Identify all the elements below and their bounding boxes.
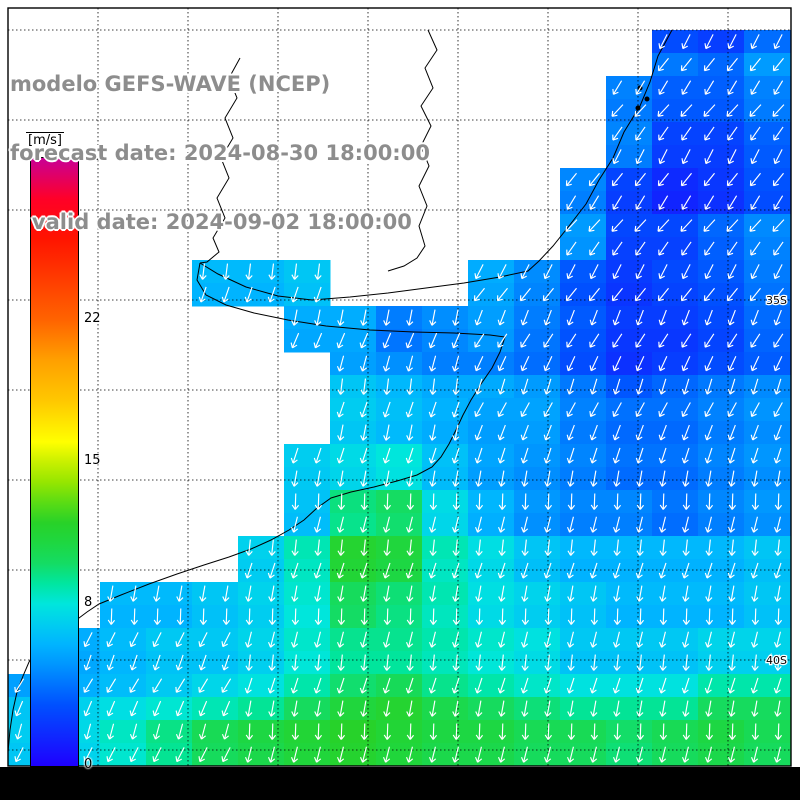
latitude-label: 40S (766, 654, 787, 667)
forecast-date-line: forecast date: 2024-08-30 18:00:00 (10, 141, 430, 165)
bottom-axis-bar (0, 767, 800, 800)
colorbar-tick-label: 30 (84, 149, 101, 164)
colorbar-tick-label: 22 (84, 311, 101, 327)
wind-arrows-layer (14, 34, 785, 763)
valid-date-line: valid date: 2024-09-02 18:00:00 (10, 210, 412, 234)
colorbar-tick-label: 8 (84, 594, 93, 610)
latitude-label: 35S (766, 294, 787, 307)
colorbar-gradient (30, 157, 79, 767)
colorbar-unit-label: [m/s] (26, 132, 64, 148)
map-title-block: modelo GEFS-WAVE (NCEP) forecast date: 2… (10, 27, 430, 280)
model-title: modelo GEFS-WAVE (NCEP) (10, 72, 331, 96)
colorbar-tick-label: 0 (84, 757, 93, 772)
lagoon-mark (644, 96, 650, 102)
map-frame (7, 7, 792, 767)
colorbar-tick-label: 15 (84, 453, 101, 468)
